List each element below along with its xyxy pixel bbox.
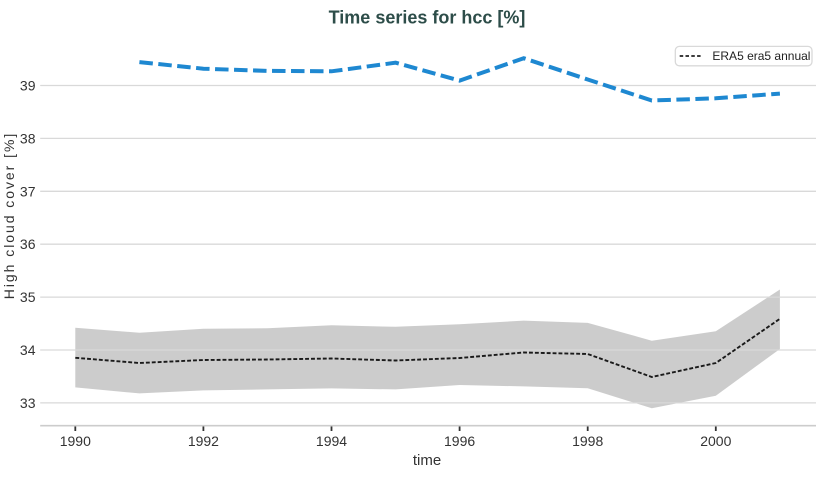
svg-text:35: 35 [20,289,36,305]
svg-text:2000: 2000 [700,433,731,449]
svg-text:1990: 1990 [60,433,91,449]
svg-text:1994: 1994 [316,433,347,449]
svg-text:39: 39 [20,78,36,94]
svg-text:38: 38 [20,130,36,146]
svg-text:time: time [413,452,441,469]
svg-text:ERA5 era5 annual: ERA5 era5 annual [712,49,810,63]
svg-text:High cloud cover [%]: High cloud cover [%] [1,132,17,299]
svg-text:34: 34 [20,342,36,358]
svg-text:37: 37 [20,183,36,199]
svg-text:36: 36 [20,236,36,252]
svg-text:1992: 1992 [188,433,219,449]
svg-text:1996: 1996 [444,433,475,449]
svg-text:1998: 1998 [572,433,603,449]
svg-text:Time series for hcc [%]: Time series for hcc [%] [329,8,526,28]
svg-text:33: 33 [20,395,36,411]
